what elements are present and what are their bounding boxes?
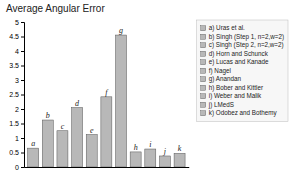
bar [145, 149, 156, 167]
legend-frame [197, 20, 288, 122]
y-tick: 3.5 [9, 62, 24, 69]
y-tick-mark [21, 167, 24, 168]
y-tick: 1 [15, 135, 24, 142]
y-tick-mark [21, 80, 24, 81]
y-tick-label: 0.5 [9, 149, 19, 156]
y-tick-label: 1 [15, 135, 19, 142]
legend-item: i) Weber and Malik [201, 92, 262, 100]
y-tick-label: 2.5 [9, 91, 19, 98]
legend-swatch [201, 34, 206, 39]
legend-swatch [201, 102, 206, 107]
y-tick-mark [21, 138, 24, 139]
legend-swatch [201, 77, 206, 82]
legend-item: e) Lucas and Kanade [201, 58, 269, 66]
legend-label: f) Nagel [209, 67, 231, 75]
bar-label: e [90, 126, 94, 135]
legend-swatch [201, 26, 206, 31]
y-tick-label: 0 [15, 164, 19, 171]
y-axis-line [21, 23, 25, 168]
bar [130, 152, 141, 167]
title: Average Angular Error [6, 3, 105, 14]
bar-label: h [134, 143, 138, 152]
y-tick: 5 [15, 19, 24, 26]
legend-swatch [201, 111, 206, 116]
legend-item: f) Nagel [201, 67, 231, 75]
y-tick-label: 3.5 [9, 62, 19, 69]
y-tick-mark [21, 95, 24, 96]
legend-item: c) Singh (Step 2, n=2,w=2) [201, 41, 284, 49]
legend-swatch [201, 51, 206, 56]
bar-label: g [119, 26, 123, 35]
chart: Average Angular Error a) Uras et al.b) Si… [0, 0, 291, 173]
y-tick-mark [21, 51, 24, 52]
y-tick: 0.5 [9, 149, 24, 156]
y-tick-mark [21, 109, 24, 110]
y-tick-mark [21, 153, 24, 154]
bars [28, 35, 185, 167]
y-tick: 4 [15, 48, 24, 55]
y-tick-mark [21, 37, 24, 38]
legend-item: j) LMedS [201, 101, 234, 109]
legend: a) Uras et al.b) Singh (Step 1, n=2,w=2)… [197, 20, 288, 122]
bar [116, 35, 127, 167]
legend-label: i) Weber and Malik [209, 92, 262, 100]
bar [86, 135, 97, 167]
legend-item: g) Anandan [201, 75, 242, 83]
bar-label: c [61, 122, 65, 131]
legend-label: e) Lucas and Kanade [209, 58, 269, 66]
legend-swatch [201, 43, 206, 48]
y-axis: 0 0.5 1 1.5 2 2.5 3 3.5 4 4.5 5 [9, 19, 24, 171]
y-tick: 3 [15, 77, 24, 84]
y-tick-label: 1.5 [9, 120, 19, 127]
legend-label: b) Singh (Step 1, n=2,w=2) [209, 33, 284, 41]
legend-item: h) Bober and Kittler [201, 84, 263, 92]
legend-label: k) Odobez and Bothemy [209, 109, 278, 117]
bar [159, 156, 170, 167]
bar-label: b [46, 111, 50, 120]
x-axis-line [25, 167, 190, 168]
bar [174, 153, 185, 167]
bar [28, 148, 39, 167]
legend-item: k) Odobez and Bothemy [201, 109, 278, 117]
y-tick-label: 4 [15, 48, 19, 55]
legend-item: b) Singh (Step 1, n=2,w=2) [201, 33, 284, 41]
bar-label: a [31, 139, 35, 148]
y-tick: 1.5 [9, 120, 24, 127]
legend-swatch [201, 85, 206, 90]
bar-label: f [105, 88, 109, 97]
bar-labels: a b c d e f g h i j k [31, 26, 182, 156]
y-tick-mark [21, 22, 24, 23]
legend-label: j) LMedS [208, 101, 234, 109]
legend-item: d) Horn and Schunck [201, 50, 269, 58]
legend-label: c) Singh (Step 2, n=2,w=2) [209, 41, 284, 49]
y-tick: 2.5 [9, 91, 24, 98]
legend-swatch [201, 60, 206, 65]
legend-label: g) Anandan [209, 75, 242, 83]
y-tick-label: 3 [15, 77, 19, 84]
y-tick-mark [21, 66, 24, 67]
legend-label: a) Uras et al. [209, 24, 245, 32]
bar [101, 97, 112, 167]
y-tick-mark [21, 124, 24, 125]
y-tick-label: 2 [15, 106, 19, 113]
legend-swatch [201, 94, 206, 99]
y-tick-label: 4.5 [9, 33, 19, 40]
bar [57, 131, 68, 167]
legend-label: h) Bober and Kittler [209, 84, 263, 92]
bar [42, 120, 53, 167]
y-tick: 2 [15, 106, 24, 113]
legend-label: d) Horn and Schunck [209, 50, 269, 58]
bar-label: i [149, 140, 151, 149]
y-tick: 0 [15, 164, 24, 171]
bar-label: j [163, 147, 167, 156]
y-tick: 4.5 [9, 33, 24, 40]
y-tick-label: 5 [15, 19, 19, 26]
x-axis [25, 167, 190, 168]
bar-label: d [75, 99, 80, 108]
bar [72, 108, 83, 167]
legend-item: a) Uras et al. [201, 24, 245, 32]
legend-swatch [201, 68, 206, 73]
bar-label: k [178, 144, 182, 153]
